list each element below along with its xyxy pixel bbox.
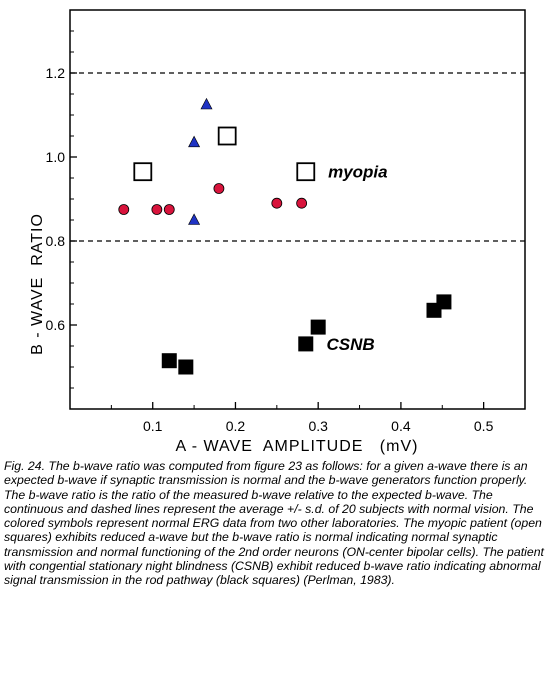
data-points — [118, 97, 452, 375]
y-tick-label: 0.6 — [46, 317, 66, 333]
csnb-filled-square-point — [161, 353, 177, 369]
y-tick-label: 1.2 — [46, 65, 66, 81]
red-circle-point — [213, 183, 225, 194]
myopia-open-square-point — [133, 162, 153, 182]
myopia-open-square-point — [217, 126, 237, 146]
x-tick-label: 0.1 — [143, 418, 163, 434]
x-tick-label: 0.2 — [226, 418, 246, 434]
red-circle-point — [163, 204, 175, 215]
x-tick-label: 0.3 — [308, 418, 328, 434]
y-tick-label: 0.8 — [46, 233, 66, 249]
csnb-filled-square-point — [310, 319, 326, 335]
x-tick-label: 0.5 — [474, 418, 494, 434]
red-circle-point — [151, 204, 163, 215]
annotation-csnb: CSNB — [326, 335, 374, 354]
x-axis-title: A - WAVE AMPLITUDE (mV) — [176, 438, 419, 455]
x-tick-label: 0.4 — [391, 418, 411, 434]
y-tick-label: 1.0 — [46, 149, 66, 165]
x-axis-ticks: 0.1 0.2 0.3 0.4 0.5 — [110, 402, 526, 434]
csnb-filled-square-point — [436, 294, 452, 310]
annotation-myopia: myopia — [328, 163, 388, 182]
annotations: myopia CSNB — [326, 163, 387, 354]
myopia-open-square-point — [296, 162, 316, 182]
blue-triangle-point — [188, 135, 201, 148]
red-circle-point — [271, 197, 283, 209]
csnb-filled-square-point — [298, 336, 314, 352]
blue-triangle-point — [200, 97, 213, 110]
y-axis-ticks: 0.6 0.8 1.0 1.2 — [46, 30, 77, 389]
reference-lines — [70, 72, 525, 242]
y-axis-title: B - WAVE RATIO — [29, 213, 46, 355]
red-circle-point — [296, 197, 308, 209]
figure-caption: Fig. 24. The b-wave ratio was computed f… — [4, 459, 544, 588]
blue-triangle-point — [188, 213, 201, 225]
red-circle-point — [118, 204, 130, 215]
scatter-chart: 0.1 0.2 0.3 0.4 0.5 0.60.81.01.2 myopiaCSNB … — [29, 9, 526, 455]
plot-frame — [69, 9, 526, 410]
csnb-filled-square-point — [178, 359, 194, 375]
